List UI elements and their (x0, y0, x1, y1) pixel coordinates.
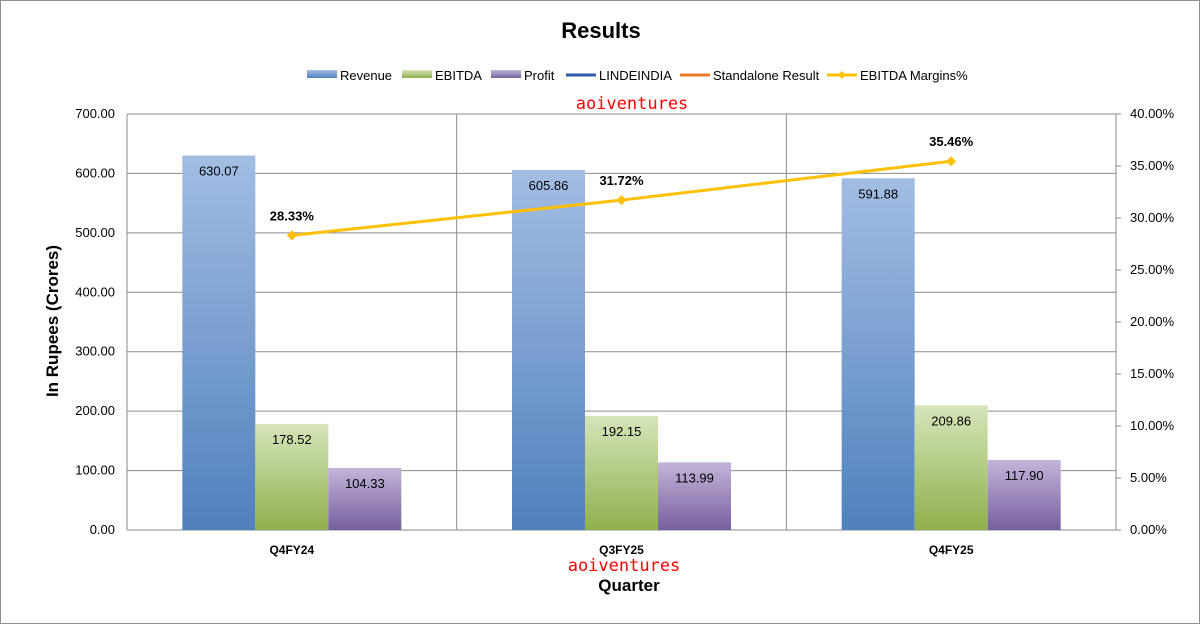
legend-marker-ebitda-margins- (838, 71, 846, 79)
bar-value-label: 605.86 (529, 178, 569, 193)
bar-value-label: 630.07 (199, 164, 239, 179)
y2-tick-label: 30.00% (1130, 210, 1175, 225)
legend-label-profit: Profit (524, 68, 555, 83)
axes: 0.00 100.00 200.00 300.00 400.00 500.00 600.00… (75, 106, 1174, 557)
bar-profit-q4fy25 (987, 459, 1061, 530)
bar-value-label: 104.33 (345, 476, 385, 491)
x-tick-label: Q3FY25 (599, 543, 644, 557)
bar-value-label: 117.90 (1005, 468, 1044, 483)
bar-revenue-q3fy25 (512, 169, 585, 531)
line-value-label: 28.33% (270, 208, 315, 223)
x-axis-title: Quarter (598, 576, 660, 595)
margin-line (286, 156, 957, 241)
y-tick-label: 100.00 (75, 463, 115, 478)
y2-tick-label: 10.00% (1130, 418, 1175, 433)
watermark-bottom: aoiventures (568, 556, 681, 576)
legend-label-standalone-result: Standalone Result (713, 68, 820, 83)
bar-value-label: 113.99 (675, 470, 714, 485)
y-tick-label: 200.00 (75, 403, 115, 418)
y-tick-label: 0.00 (90, 522, 115, 537)
chart-title: Results (561, 18, 640, 43)
y2-tick-label: 5.00% (1130, 470, 1167, 485)
bar-ebitda-q4fy24 (255, 423, 329, 530)
line-point (616, 195, 627, 206)
bar-profit-q3fy25 (658, 462, 731, 530)
bar-revenue-q4fy24 (182, 155, 256, 530)
legend: Revenue EBITDA Profit LINDEINDIA Standalone … (307, 68, 968, 83)
y-tick-label: 600.00 (75, 165, 115, 180)
y2-tick-label: 25.00% (1130, 262, 1175, 277)
bar-revenue-q4fy25 (841, 178, 915, 531)
bar-value-label: 591.88 (858, 186, 898, 201)
bar-value-label: 178.52 (272, 432, 312, 447)
legend-swatch-profit (491, 70, 521, 78)
legend-swatch-ebitda (402, 70, 432, 78)
y-axis-title: In Rupees (Crores) (43, 245, 62, 397)
x-tick-label: Q4FY24 (269, 543, 314, 557)
watermark-top: aoiventures (576, 94, 689, 114)
y-tick-label: 400.00 (75, 284, 115, 299)
y2-tick-label: 40.00% (1130, 106, 1175, 121)
line-value-label: 31.72% (599, 173, 644, 188)
legend-label-ebitda-margins-: EBITDA Margins% (860, 68, 968, 83)
y2-tick-label: 0.00% (1130, 522, 1167, 537)
data-labels: 630.07 178.52 104.33 605.86 192.15 113.99 591.… (199, 134, 1044, 491)
bars (182, 155, 1061, 531)
bar-ebitda-q4fy25 (914, 405, 988, 530)
y2-tick-label: 20.00% (1130, 314, 1175, 329)
legend-label-ebitda: EBITDA (435, 68, 482, 83)
x-tick-label: Q4FY25 (929, 543, 974, 557)
bar-ebitda-q3fy25 (585, 415, 658, 530)
y2-tick-label: 15.00% (1130, 366, 1175, 381)
legend-label-revenue: Revenue (340, 68, 392, 83)
line-point (946, 156, 957, 167)
bar-value-label: 209.86 (931, 413, 971, 428)
line-point (286, 230, 297, 241)
y2-tick-label: 35.00% (1130, 158, 1175, 173)
line-value-label: 35.46% (929, 134, 974, 149)
bar-value-label: 192.15 (602, 424, 642, 439)
bar-profit-q4fy24 (328, 467, 402, 530)
legend-label-lindeindia: LINDEINDIA (599, 68, 672, 83)
y-tick-label: 700.00 (75, 106, 115, 121)
y-tick-label: 300.00 (75, 344, 115, 359)
legend-swatch-revenue (307, 70, 337, 78)
y-tick-label: 500.00 (75, 225, 115, 240)
